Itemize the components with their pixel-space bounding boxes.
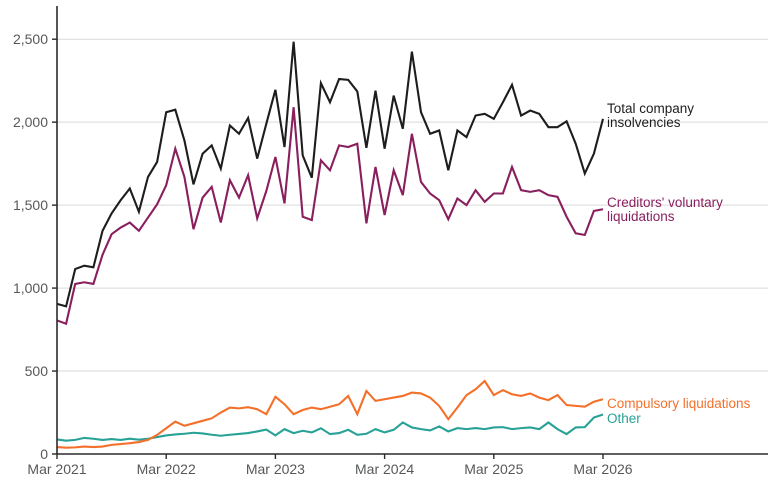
x-tick-label: Mar 2023: [246, 461, 305, 477]
x-tick-label: Mar 2026: [573, 461, 632, 477]
y-tick-label: 1,000: [13, 280, 48, 296]
x-tick-label: Mar 2024: [355, 461, 414, 477]
x-tick-label: Mar 2022: [137, 461, 196, 477]
series-label-line: liquidations: [607, 209, 675, 224]
series-label-creditors-voluntary-liquidations: Creditors' voluntary liquidations: [607, 196, 723, 224]
line-other: [56, 413, 604, 442]
series-label-line: Creditors' voluntary: [607, 195, 723, 210]
series-label-line: insolvencies: [607, 115, 681, 130]
x-tick-label: Mar 2021: [27, 461, 86, 477]
series-label-compulsory-liquidations: Compulsory liquidations: [607, 397, 750, 411]
line-compulsory-liquidations: [56, 379, 604, 449]
series-label-line: Total company: [607, 101, 695, 116]
y-tick-label: 500: [25, 363, 49, 379]
y-tick-label: 2,500: [13, 31, 48, 47]
line-creditors-voluntary-liquidations: [56, 107, 604, 326]
y-tick-label: 2,000: [13, 114, 48, 130]
series-label-other: Other: [607, 412, 641, 426]
x-tick-label: Mar 2025: [464, 461, 523, 477]
series-label-total-company-insolvencies: Total company insolvencies: [607, 102, 694, 130]
y-tick-label: 1,500: [13, 197, 48, 213]
line-total-company-insolvencies: [56, 41, 605, 308]
y-tick-label: 0: [40, 446, 48, 462]
series-label-line: Compulsory liquidations: [607, 396, 751, 411]
series-label-line: Other: [607, 411, 641, 426]
